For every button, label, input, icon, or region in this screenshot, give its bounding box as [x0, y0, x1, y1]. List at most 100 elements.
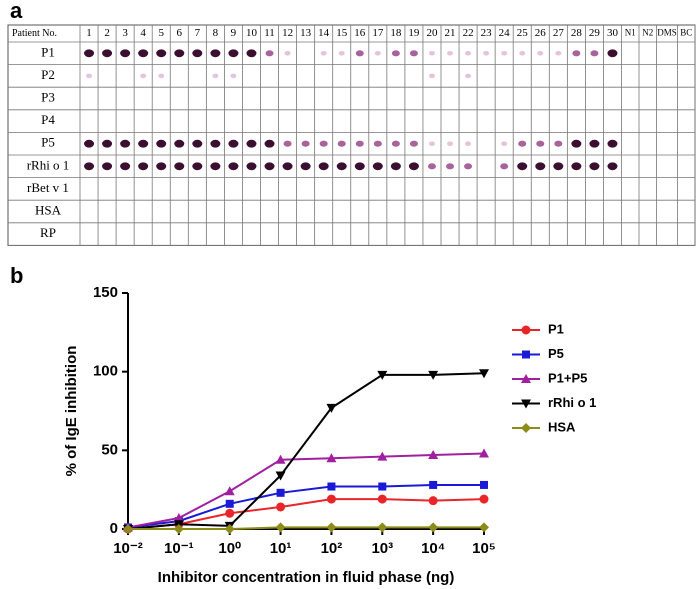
marker [326, 522, 337, 533]
blot-spot [138, 49, 149, 58]
column-label: 10 [246, 27, 258, 39]
blot-spot [140, 73, 147, 79]
blot-spot [228, 49, 239, 58]
column-label: 16 [354, 27, 366, 39]
marker [428, 522, 439, 533]
series-line [128, 526, 484, 530]
blot-spot [355, 140, 364, 147]
blot-spot [84, 139, 95, 148]
marker [479, 494, 489, 504]
blot-spot [120, 162, 131, 171]
marker [479, 448, 489, 458]
blot-spot [156, 139, 167, 148]
blot-spot [320, 51, 327, 56]
column-label: 29 [589, 27, 601, 39]
column-label: 2 [104, 27, 110, 39]
blot-spot [571, 139, 582, 148]
column-label: 23 [481, 27, 493, 39]
blot-spot [373, 140, 382, 147]
column-label: 8 [213, 27, 219, 39]
blot-spot [84, 49, 95, 58]
column-label: 19 [408, 27, 420, 39]
blot-spot [590, 50, 599, 57]
dot-blot-table: Patient No. 1 2 3 4 5 6 7 8 9 10 11 12 13 14 15 16 17 18 19… [7, 24, 696, 246]
column-label: 4 [140, 27, 146, 39]
blot-spot [483, 51, 490, 56]
blot-spot [447, 51, 454, 56]
marker [479, 522, 489, 533]
column-label: 15 [336, 27, 348, 39]
column-label: 26 [535, 27, 547, 39]
panel-label: a [10, 0, 23, 23]
blot-spot [174, 162, 185, 171]
blot-spot [156, 162, 167, 171]
blot-spot [230, 73, 237, 79]
row-label: P2 [41, 67, 55, 82]
blot-spot [536, 140, 545, 147]
x-tick-label: 10⁴ [421, 540, 445, 557]
column-label: 27 [553, 27, 565, 39]
blot-spot [374, 51, 381, 56]
legend-marker [521, 374, 531, 383]
y-tick-label: 0 [110, 520, 118, 537]
blot-spot [428, 73, 435, 79]
column-label: 25 [517, 27, 529, 39]
blot-spot [390, 162, 401, 171]
blot-spot [265, 50, 274, 57]
x-tick-label: 10³ [371, 540, 393, 557]
row-label: P5 [41, 135, 55, 150]
marker [276, 488, 285, 497]
marker [378, 482, 387, 491]
column-label: 13 [300, 27, 312, 39]
blot-spot [282, 162, 293, 171]
blot-spot [284, 51, 291, 56]
marker [327, 482, 336, 491]
blot-spot [246, 49, 257, 58]
blot-spot [120, 49, 131, 58]
blot-spot [228, 139, 239, 148]
x-tick-label: 10⁻¹ [164, 540, 194, 557]
x-tick-label: 10² [321, 540, 343, 557]
legend-marker [521, 423, 531, 433]
blot-spot [465, 51, 472, 56]
blot-spot [212, 73, 219, 79]
x-tick-label: 10⁵ [472, 540, 496, 557]
blot-spot [318, 162, 329, 171]
marker [224, 486, 235, 496]
row-label: rRhi o 1 [27, 157, 70, 172]
marker [377, 522, 388, 533]
x-axis-title: Inhibitor concentration in fluid phase (… [158, 569, 455, 586]
blot-spot [465, 141, 472, 146]
blot-spot [192, 162, 203, 171]
marker [275, 522, 286, 533]
blot-spot [409, 50, 418, 57]
column-label: BC [680, 28, 692, 38]
blot-spot [553, 162, 564, 171]
blot-spot [555, 51, 562, 56]
column-label: 24 [499, 27, 511, 39]
blot-spot [174, 139, 185, 148]
marker [224, 524, 235, 534]
marker [428, 370, 439, 380]
column-label: N2 [642, 28, 653, 38]
blot-spot [319, 140, 328, 147]
blot-spot [337, 140, 346, 147]
blot-spot [537, 51, 544, 56]
blot-spot [246, 162, 257, 171]
legend-label: P5 [548, 346, 564, 361]
blot-spot [500, 163, 509, 170]
column-label: DMS [657, 28, 677, 38]
blot-spot [301, 140, 310, 147]
blot-spot [158, 73, 165, 79]
blot-spot [446, 163, 455, 170]
row-label: RP [40, 225, 56, 240]
blot-spot [228, 162, 239, 171]
column-label: 21 [445, 27, 456, 39]
row-label: P1 [41, 44, 55, 59]
blot-spot [501, 141, 508, 146]
blot-spot [355, 50, 364, 57]
x-tick-label: 10¹ [270, 540, 292, 557]
column-label: 22 [463, 27, 474, 39]
marker [225, 499, 234, 508]
marker [377, 494, 387, 504]
